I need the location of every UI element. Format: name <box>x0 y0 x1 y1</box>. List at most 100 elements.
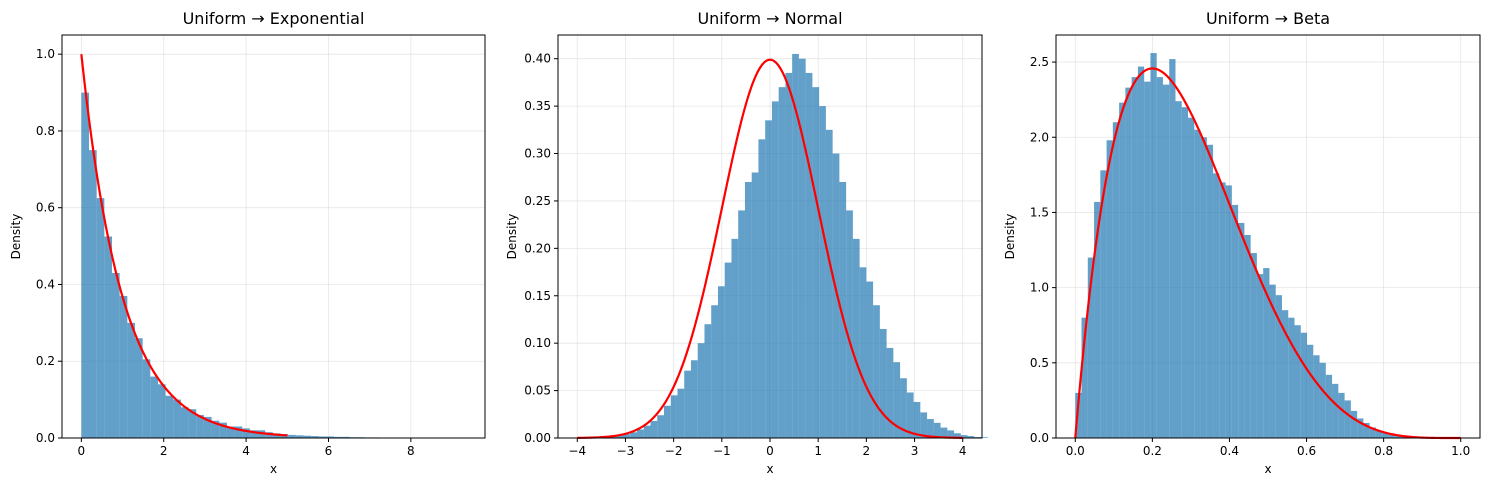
histogram-bar <box>1225 185 1232 438</box>
histogram-bar <box>981 437 988 438</box>
histogram-bar <box>751 172 759 439</box>
histogram-bar <box>724 262 732 438</box>
y-axis-label: Density <box>9 214 23 260</box>
y-tick-label: 0.5 <box>1030 356 1049 370</box>
histogram-bar <box>1131 77 1138 438</box>
y-tick-label: 0.4 <box>36 277 55 291</box>
histogram-bar <box>173 399 181 438</box>
chart-panel-1: 0 2 4 6 8 0.0 0.2 0.4 0.6 0.8 1.0 Uniform → Exponen… <box>9 9 486 476</box>
histogram-bar <box>1112 122 1120 438</box>
y-tick-label: 2.5 <box>1030 55 1049 69</box>
histogram-bar <box>1175 101 1182 438</box>
x-tick-label: 0.8 <box>1374 444 1393 458</box>
histogram-bar <box>341 436 350 438</box>
histogram-bar <box>893 362 901 438</box>
histogram-bar <box>249 430 258 438</box>
axes-frame <box>1055 34 1481 439</box>
histogram-bar <box>1250 253 1257 438</box>
y-tick-label: 0.30 <box>524 147 551 161</box>
histogram-bar <box>1219 182 1226 438</box>
histogram-bar <box>1332 383 1339 438</box>
histogram-bar <box>1313 355 1320 438</box>
histogram-bar <box>1162 84 1170 439</box>
histogram-bar <box>180 407 189 438</box>
histogram-bar <box>1357 418 1364 438</box>
histogram-bar <box>805 72 813 439</box>
histogram-bar <box>785 72 793 439</box>
histogram-bar <box>637 429 644 438</box>
histogram-bar <box>1144 81 1151 439</box>
histogram-bar <box>967 436 975 438</box>
x-tick-label: 0.2 <box>1143 444 1162 458</box>
histogram-bar <box>265 432 273 438</box>
histogram-bar <box>1288 317 1295 438</box>
histogram-bar <box>196 414 204 438</box>
y-tick-label: 0.00 <box>524 431 551 445</box>
histogram-bar <box>1238 222 1245 438</box>
histogram-bar <box>913 401 921 438</box>
histogram-bar <box>879 328 887 438</box>
histogram-bar <box>203 416 212 438</box>
y-tick-label: 0.0 <box>1030 431 1049 445</box>
pdf-curve <box>1074 67 1461 440</box>
histogram-bar <box>1194 129 1201 439</box>
histogram-bar <box>1137 66 1145 438</box>
x-tick-label: −2 <box>665 444 683 458</box>
x-tick-label: 8 <box>407 444 415 458</box>
histogram-bar <box>1181 107 1189 439</box>
histogram-bar <box>1169 59 1176 439</box>
histogram-bar <box>812 87 820 439</box>
histogram-bar <box>134 338 143 438</box>
histogram-bar <box>165 395 174 438</box>
x-tick-label: −1 <box>713 444 731 458</box>
histogram-bar <box>1256 274 1264 438</box>
histogram-bar <box>960 435 968 438</box>
histogram-bar <box>326 436 335 438</box>
histogram-bar <box>1100 170 1107 438</box>
histogram-bar <box>954 433 961 438</box>
histogram-bar <box>825 129 833 438</box>
histogram-bar <box>1200 137 1207 438</box>
x-tick-label: 0.6 <box>1297 444 1316 458</box>
histogram-bar <box>771 101 779 438</box>
histogram-bar <box>1081 317 1088 438</box>
y-tick-label: 0.6 <box>36 201 55 215</box>
x-tick-label: −3 <box>617 444 635 458</box>
y-tick-label: 0.15 <box>524 289 551 303</box>
y-tick-label: 1.0 <box>1030 281 1049 295</box>
y-tick-label: 0.25 <box>524 194 551 208</box>
histogram-bar <box>188 409 197 438</box>
histogram-bar <box>1188 117 1195 439</box>
histogram-bar <box>778 87 786 439</box>
histogram-bar <box>1369 427 1376 438</box>
histogram-bar <box>940 427 948 438</box>
histogram-bar <box>142 359 151 438</box>
histogram-bar <box>1344 400 1351 438</box>
histogram-bar <box>690 360 698 438</box>
histogram-bar <box>697 343 705 438</box>
x-tick-label: 2 <box>863 444 871 458</box>
x-tick-label: 4 <box>242 444 250 458</box>
histogram-bar <box>866 281 874 438</box>
y-tick-label: 0.35 <box>524 99 551 113</box>
histogram-bar <box>1350 410 1358 438</box>
x-tick-label: 0.4 <box>1220 444 1239 458</box>
histogram-bar <box>334 436 342 438</box>
histogram-bar <box>234 426 243 438</box>
histogram-bar <box>1231 204 1239 438</box>
y-tick-label: 1.5 <box>1030 205 1049 219</box>
histogram-bar <box>623 434 631 438</box>
y-tick-label: 0.8 <box>36 124 55 138</box>
histogram-bar <box>758 139 766 438</box>
histogram-bar <box>1338 392 1345 438</box>
histogram-bar <box>643 425 651 438</box>
chart-title: Uniform → Normal <box>697 9 842 28</box>
histogram-bar <box>1263 268 1270 438</box>
x-tick-label: 0 <box>78 444 86 458</box>
histogram-bar <box>873 305 880 438</box>
histogram-bar <box>89 150 97 438</box>
histogram-bar <box>765 120 772 438</box>
y-tick-label: 1.0 <box>36 47 55 61</box>
histogram-bar <box>1087 257 1095 438</box>
